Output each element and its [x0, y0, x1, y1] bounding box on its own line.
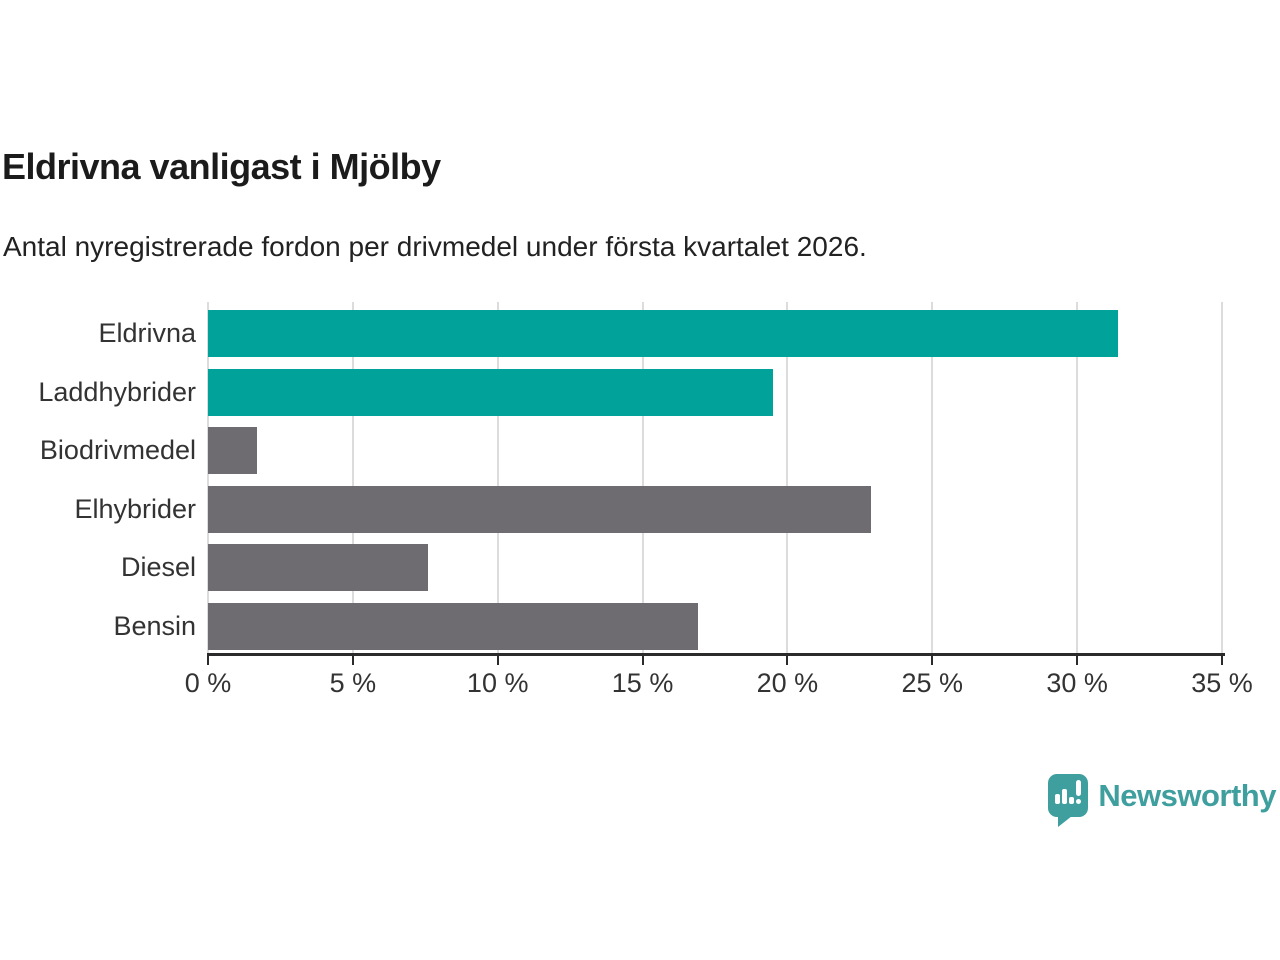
- bar-bensin: [208, 603, 698, 650]
- x-axis-tick: [351, 656, 354, 665]
- gridline: [931, 302, 934, 653]
- gridline: [1221, 302, 1223, 653]
- x-axis-tick: [1221, 656, 1223, 665]
- gridline: [786, 302, 789, 653]
- newsworthy-bubble-chart-icon: [1048, 774, 1089, 827]
- x-axis-tick: [1076, 656, 1079, 665]
- logo-exclamation-dot: [1076, 799, 1082, 804]
- x-axis-tick-label: 30 %: [1046, 668, 1108, 698]
- chart-subtitle: Antal nyregistrerade fordon per drivmede…: [3, 231, 867, 262]
- newsworthy-logo: Newsworthy: [1048, 774, 1276, 827]
- x-axis-tick-label: 10 %: [466, 668, 529, 698]
- x-axis-tick-label: 20 %: [756, 668, 819, 698]
- x-axis-tick: [931, 656, 934, 665]
- bar-diesel: [208, 544, 429, 591]
- x-axis-tick: [641, 656, 644, 665]
- x-axis-tick-label: 25 %: [901, 668, 964, 698]
- bar-chart: Eldrivna Laddhybrider Biodrivmedel Elhybrid…: [0, 302, 1280, 698]
- gridline: [641, 302, 644, 653]
- category-label: Elhybrider: [74, 494, 196, 524]
- logo-bar-1: [1055, 794, 1061, 804]
- x-axis-line: [207, 653, 1225, 656]
- gridline: [351, 302, 354, 653]
- logo-bar-2: [1062, 789, 1068, 804]
- gridline: [207, 302, 209, 653]
- x-axis-tick: [207, 656, 209, 665]
- category-label: Bensin: [113, 611, 196, 641]
- bar-laddhybrider: [208, 369, 773, 416]
- category-label: Laddhybrider: [38, 377, 196, 407]
- chart-title: Eldrivna vanligast i Mjölby: [2, 146, 441, 187]
- bar-biodrivmedel: [208, 427, 258, 474]
- newsworthy-logo-text: Newsworthy: [1098, 777, 1276, 813]
- x-axis-tick: [786, 656, 789, 665]
- category-label: Eldrivna: [98, 318, 196, 348]
- gridline: [1076, 302, 1079, 653]
- x-axis-tick-label: 0 %: [184, 668, 232, 698]
- x-axis-tick-label: 5 %: [329, 668, 377, 698]
- logo-bar-3: [1069, 797, 1075, 804]
- gridline: [496, 302, 499, 653]
- category-label: Biodrivmedel: [39, 435, 196, 465]
- bar-elhybrider: [208, 486, 872, 533]
- x-axis-tick: [496, 656, 499, 665]
- x-axis-tick-label: 15 %: [611, 668, 674, 698]
- plot-area: [207, 302, 1223, 653]
- x-axis-tick-label: 35 %: [1191, 668, 1253, 698]
- category-label: Diesel: [120, 552, 196, 582]
- bar-eldrivna: [208, 310, 1118, 357]
- logo-exclamation-bar: [1076, 780, 1082, 796]
